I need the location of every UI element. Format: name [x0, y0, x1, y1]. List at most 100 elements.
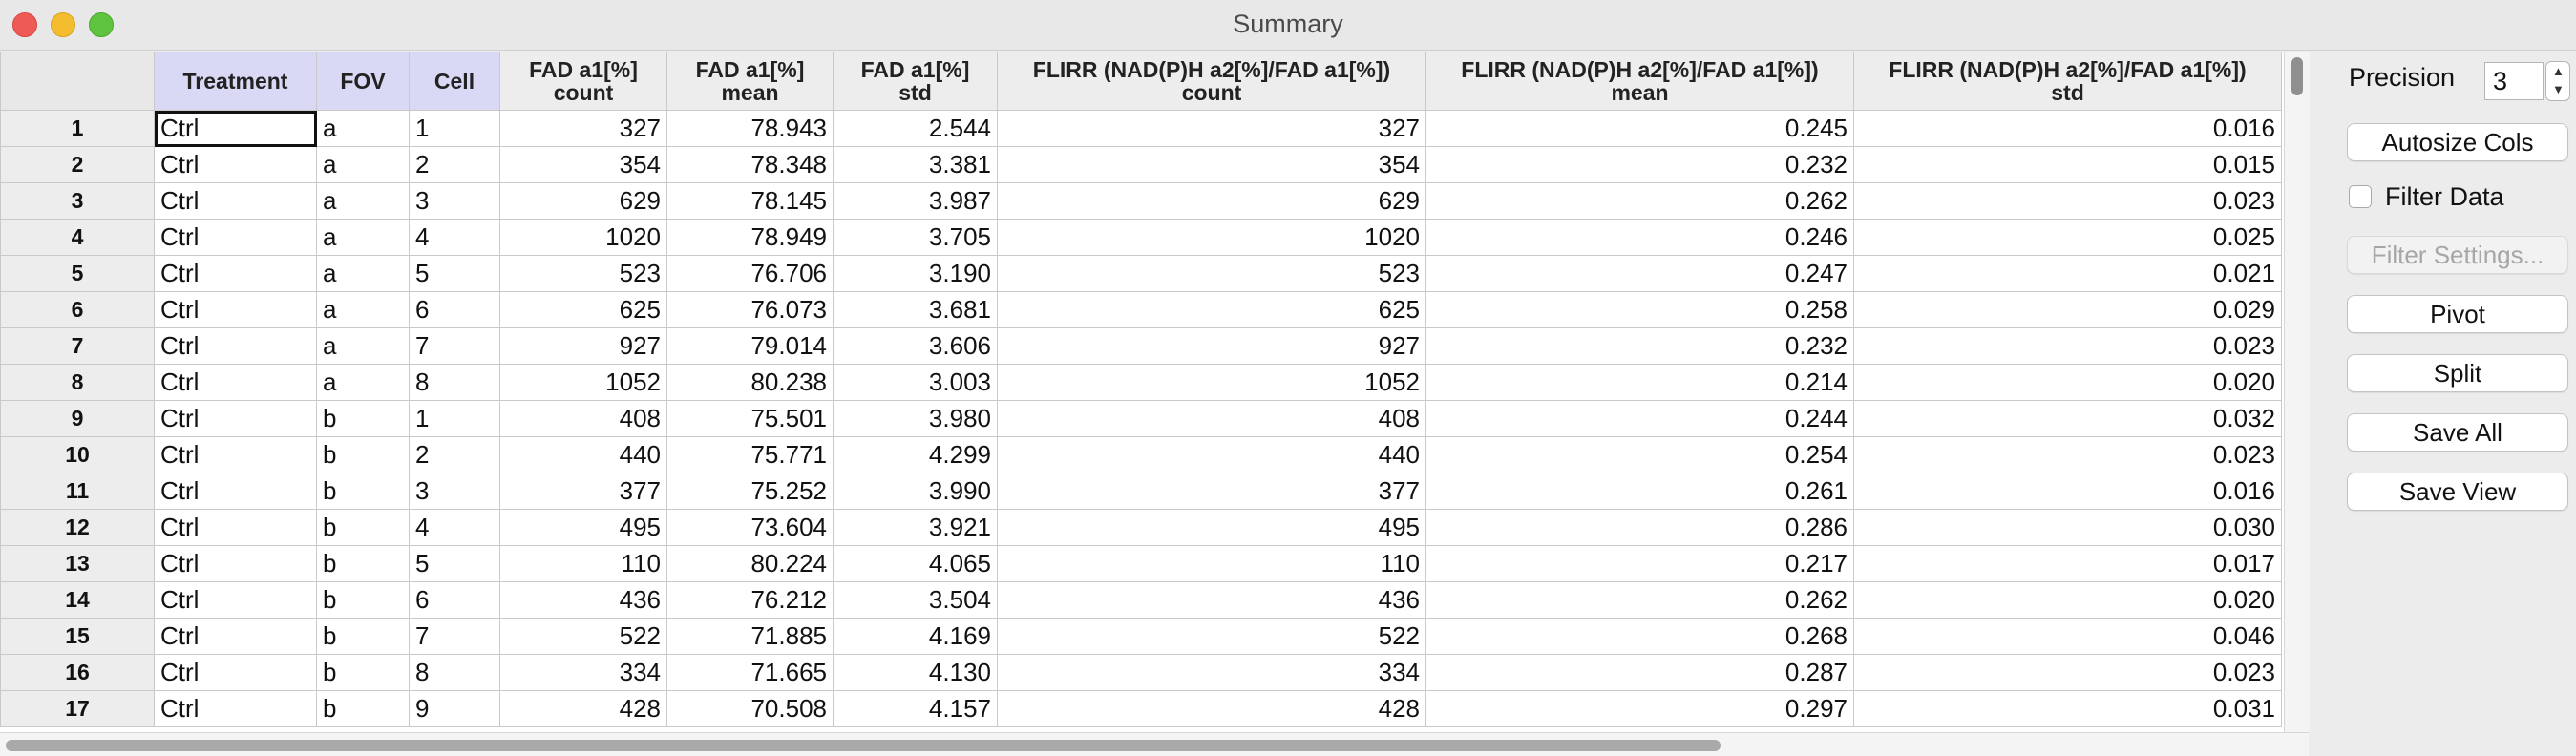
table-cell[interactable]: 0.254	[1425, 436, 1854, 473]
table-cell[interactable]: Ctrl	[154, 509, 317, 546]
table-cell[interactable]: 78.949	[666, 219, 834, 256]
table-cell[interactable]: 327	[499, 110, 667, 147]
table-cell[interactable]: 1	[409, 400, 500, 437]
table-cell[interactable]: 0.268	[1425, 618, 1854, 655]
filter-data-checkbox[interactable]	[2349, 185, 2372, 208]
table-cell[interactable]: Ctrl	[154, 146, 317, 183]
table-cell[interactable]: Ctrl	[154, 545, 317, 582]
table-cell[interactable]: 436	[499, 581, 667, 619]
table-cell[interactable]: 6	[409, 581, 500, 619]
row-index[interactable]: 14	[0, 581, 155, 619]
table-cell[interactable]: 5	[409, 255, 500, 292]
table-cell[interactable]: 522	[997, 618, 1426, 655]
table-cell[interactable]: 1052	[499, 364, 667, 401]
table-cell[interactable]: 0.030	[1853, 509, 2282, 546]
table-cell[interactable]: 0.246	[1425, 219, 1854, 256]
table-cell[interactable]: a	[316, 364, 410, 401]
table-cell[interactable]: 80.224	[666, 545, 834, 582]
column-header[interactable]: FLIRR (NAD(P)H a2[%]/FAD a1[%]) std	[1853, 52, 2282, 111]
table-cell[interactable]: 377	[499, 472, 667, 510]
table-cell[interactable]: b	[316, 654, 410, 691]
table-cell[interactable]: 76.706	[666, 255, 834, 292]
table-cell[interactable]: Ctrl	[154, 400, 317, 437]
table-cell[interactable]: 625	[499, 291, 667, 328]
table-cell[interactable]: 0.020	[1853, 364, 2282, 401]
table-cell[interactable]: a	[316, 182, 410, 220]
table-cell[interactable]: 0.245	[1425, 110, 1854, 147]
table-cell[interactable]: 523	[499, 255, 667, 292]
table-cell[interactable]: 0.217	[1425, 545, 1854, 582]
table-cell[interactable]: b	[316, 618, 410, 655]
table-cell[interactable]: 3.606	[833, 327, 998, 365]
table-cell[interactable]: 110	[997, 545, 1426, 582]
table-cell[interactable]: 334	[997, 654, 1426, 691]
table-cell[interactable]: 0.023	[1853, 436, 2282, 473]
table-cell[interactable]: 0.032	[1853, 400, 2282, 437]
table-cell[interactable]: 0.297	[1425, 690, 1854, 727]
chevron-up-icon[interactable]: ▲	[2552, 64, 2565, 78]
table-cell[interactable]: 629	[997, 182, 1426, 220]
row-index[interactable]: 7	[0, 327, 155, 365]
table-cell[interactable]: 79.014	[666, 327, 834, 365]
table-cell[interactable]: 78.348	[666, 146, 834, 183]
table-cell[interactable]: 2	[409, 436, 500, 473]
table-cell[interactable]: 440	[499, 436, 667, 473]
table-cell[interactable]: 0.029	[1853, 291, 2282, 328]
table-cell[interactable]: 0.017	[1853, 545, 2282, 582]
table-cell[interactable]: 1	[409, 110, 500, 147]
table-cell[interactable]: 7	[409, 327, 500, 365]
pivot-button[interactable]: Pivot	[2347, 295, 2568, 333]
table-cell[interactable]: 0.261	[1425, 472, 1854, 510]
table-cell[interactable]: a	[316, 146, 410, 183]
table-cell[interactable]: 3.980	[833, 400, 998, 437]
table-cell[interactable]: Ctrl	[154, 690, 317, 727]
minimize-window-button[interactable]	[51, 12, 75, 37]
table-cell[interactable]: 4.157	[833, 690, 998, 727]
table-cell[interactable]: 0.287	[1425, 654, 1854, 691]
table-cell[interactable]: 71.885	[666, 618, 834, 655]
vertical-scrollbar[interactable]	[2284, 52, 2310, 732]
table-cell[interactable]: 0.214	[1425, 364, 1854, 401]
table-cell[interactable]: 408	[499, 400, 667, 437]
table-cell[interactable]: 327	[997, 110, 1426, 147]
precision-stepper[interactable]: ▲ ▼	[2545, 61, 2570, 101]
column-header[interactable]: FAD a1[%] mean	[666, 52, 834, 111]
table-cell[interactable]: 4.065	[833, 545, 998, 582]
table-cell[interactable]: 927	[499, 327, 667, 365]
table-cell[interactable]: 6	[409, 291, 500, 328]
table-cell[interactable]: 3.504	[833, 581, 998, 619]
table-cell[interactable]: 0.286	[1425, 509, 1854, 546]
table-cell[interactable]: 3.381	[833, 146, 998, 183]
row-index[interactable]: 12	[0, 509, 155, 546]
table-cell[interactable]: a	[316, 219, 410, 256]
horizontal-scrollbar[interactable]	[0, 732, 2309, 756]
table-cell[interactable]: 2.544	[833, 110, 998, 147]
table-cell[interactable]: 0.020	[1853, 581, 2282, 619]
table-cell[interactable]: 354	[499, 146, 667, 183]
table-cell[interactable]: 0.023	[1853, 327, 2282, 365]
table-cell[interactable]: 8	[409, 364, 500, 401]
table-cell[interactable]: b	[316, 472, 410, 510]
horizontal-scroll-thumb[interactable]	[6, 740, 1721, 751]
table-cell[interactable]: b	[316, 400, 410, 437]
maximize-window-button[interactable]	[89, 12, 114, 37]
table-cell[interactable]: 0.247	[1425, 255, 1854, 292]
row-index[interactable]: 4	[0, 219, 155, 256]
row-index[interactable]: 15	[0, 618, 155, 655]
table-cell[interactable]: 1052	[997, 364, 1426, 401]
table-cell[interactable]: a	[316, 110, 410, 147]
table-cell[interactable]: 625	[997, 291, 1426, 328]
table-cell[interactable]: 0.232	[1425, 146, 1854, 183]
table-cell[interactable]: 0.021	[1853, 255, 2282, 292]
row-index[interactable]: 9	[0, 400, 155, 437]
table-cell[interactable]: 3.921	[833, 509, 998, 546]
table-cell[interactable]: 75.252	[666, 472, 834, 510]
table-cell[interactable]: Ctrl	[154, 436, 317, 473]
row-index[interactable]: 11	[0, 472, 155, 510]
table-cell[interactable]: Ctrl	[154, 364, 317, 401]
vertical-scroll-thumb[interactable]	[2291, 57, 2303, 95]
table-cell[interactable]: 334	[499, 654, 667, 691]
table-cell[interactable]: Ctrl	[154, 219, 317, 256]
table-cell[interactable]: 76.073	[666, 291, 834, 328]
column-header[interactable]: FLIRR (NAD(P)H a2[%]/FAD a1[%]) mean	[1425, 52, 1854, 111]
